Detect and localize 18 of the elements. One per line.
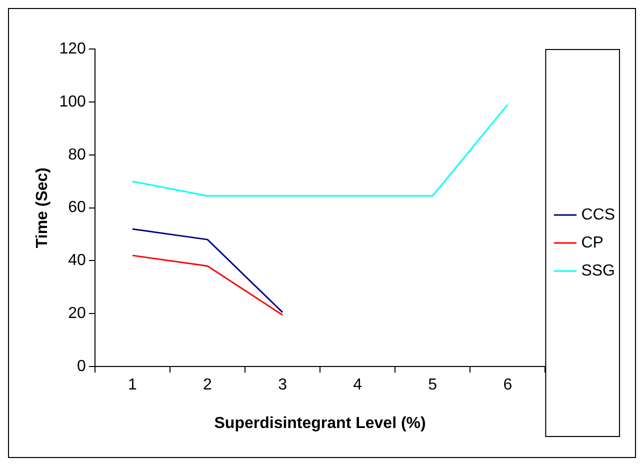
x-axis-title: Superdisintegrant Level (%) [214,414,426,432]
y-tick-label: 80 [68,146,86,164]
y-tick-label: 20 [68,305,86,322]
legend-label: CCS [581,206,615,224]
y-axis-title: Time (Sec) [34,167,52,248]
x-tick-label: 4 [353,376,362,394]
y-tick-label: 40 [68,252,86,270]
x-tick-label: 5 [428,376,438,394]
x-tick-label: 2 [203,376,212,394]
legend-label: CP [581,234,604,252]
y-tick-label: 120 [59,40,86,58]
x-tick-label: 3 [278,376,288,394]
y-tick-label: 100 [59,93,86,110]
legend-label: SSG [581,262,616,280]
x-tick-label: 1 [128,376,137,394]
y-tick-label: 0 [76,358,86,376]
x-tick-label: 6 [503,376,512,394]
y-tick-label: 60 [68,199,86,216]
